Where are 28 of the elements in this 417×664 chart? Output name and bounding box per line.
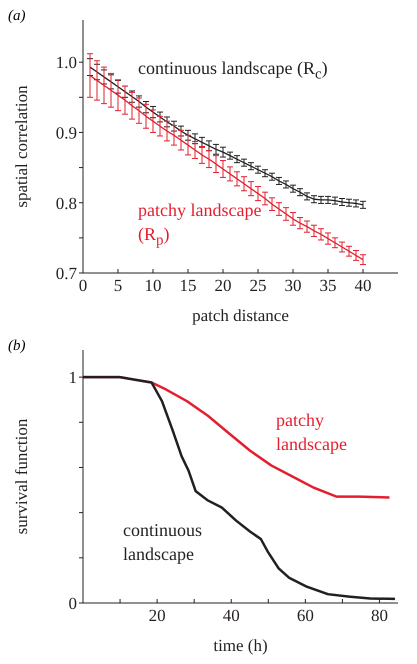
x-tick-label: 60 — [296, 606, 314, 626]
y-tick-label: 1.0 — [56, 53, 77, 72]
y-tick-label: 1 — [68, 368, 77, 388]
y-tick-label: 0.8 — [56, 194, 77, 213]
x-axis-title: patch distance — [192, 306, 289, 325]
x-tick-label: 30 — [284, 276, 302, 296]
y-axis-title: spatial correlation — [12, 84, 32, 208]
x-axis-title: time (h) — [213, 636, 268, 655]
x-tick-label: 40 — [354, 276, 372, 296]
x-tick-label: 5 — [114, 276, 122, 296]
series-label: continuous landscape (R$_{c}$) — [138, 57, 329, 85]
y-tick-label: 0.9 — [56, 123, 77, 142]
x-tick-label: 20 — [214, 276, 232, 296]
x-tick-label: 15 — [180, 276, 196, 296]
series-label: patchy landscape (R$_{p}$) — [138, 199, 262, 251]
series-label: patchy landscape — [276, 409, 348, 456]
chart-title: (a) — [8, 8, 26, 25]
x-tick-label: 10 — [144, 276, 162, 296]
x-tick-label: 25 — [250, 276, 266, 296]
x-tick-label: 20 — [148, 606, 166, 626]
x-tick-label: 80 — [370, 606, 388, 626]
series-label: continuous landscape — [123, 519, 203, 566]
x-tick-label: 35 — [320, 276, 336, 296]
x-tick-label: 40 — [222, 606, 240, 626]
chart-title: (b) — [8, 338, 26, 355]
y-tick-label: 0 — [68, 594, 77, 614]
y-tick-label: 0.7 — [56, 264, 78, 284]
y-axis-title: survival function — [12, 418, 32, 534]
